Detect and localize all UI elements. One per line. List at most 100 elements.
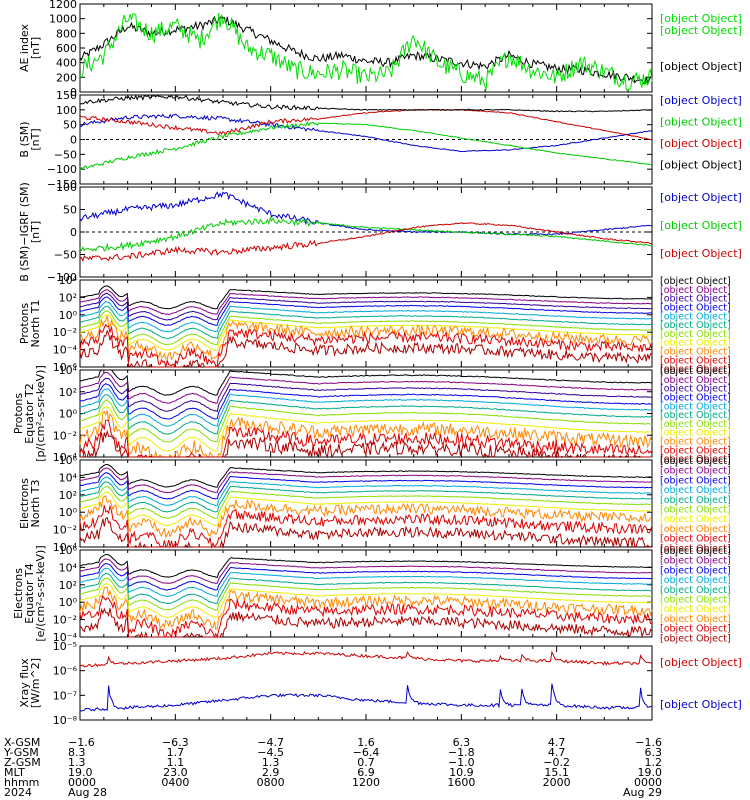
legend-label: [object Object] bbox=[660, 116, 742, 129]
y-tick-label: 50 bbox=[63, 119, 77, 132]
y-tick-label: 200 bbox=[56, 71, 77, 84]
legend-label: [object Object] bbox=[660, 595, 731, 606]
legend-label: [object Object] bbox=[660, 604, 731, 615]
series-line-bmag bbox=[79, 94, 653, 113]
legend-label: [object Object] bbox=[660, 419, 731, 430]
footer-value-z-gsm: 1.2 bbox=[645, 756, 663, 769]
series-line-e5 bbox=[79, 481, 653, 513]
y-axis-label: [nT] bbox=[29, 128, 42, 150]
y-tick-label: 10⁶ bbox=[59, 454, 78, 467]
series-line-kyoto-proxy-ae bbox=[79, 13, 653, 91]
legend-label: [object Object] bbox=[660, 534, 731, 545]
series-line-e9 bbox=[79, 595, 653, 639]
footer-value-x-gsm: −4.7 bbox=[257, 736, 284, 749]
footer-value-hhmm: 1600 bbox=[447, 776, 475, 789]
series-line-e10 bbox=[79, 516, 653, 549]
y-tick-label: 10⁻⁴ bbox=[53, 541, 78, 554]
series-line-p7 bbox=[80, 310, 653, 346]
series-line-bx bbox=[80, 113, 653, 153]
y-tick-label: 400 bbox=[56, 57, 77, 70]
series-line-themis-ae bbox=[79, 15, 653, 86]
series-line-p11 bbox=[79, 329, 653, 368]
y-tick-label: −100 bbox=[47, 271, 77, 284]
legend-label: [object Object] bbox=[660, 347, 731, 358]
legend-label: [object Object] bbox=[660, 375, 731, 386]
footer-value-date: Aug 28 bbox=[68, 786, 107, 799]
series-line-p4 bbox=[79, 296, 653, 327]
y-tick-label: 10⁻² bbox=[53, 429, 77, 442]
y-tick-label: 100 bbox=[56, 181, 77, 194]
footer-value-y-gsm: −1.8 bbox=[448, 746, 475, 759]
y-axis-label: Xray flux bbox=[18, 658, 31, 708]
footer-value-z-gsm: 1.3 bbox=[68, 756, 86, 769]
footer-row-label: 2024 bbox=[4, 786, 32, 799]
legend-label: [object Object] bbox=[660, 320, 731, 331]
series-line-e4 bbox=[80, 567, 653, 598]
series-line-p9 bbox=[79, 315, 653, 361]
y-tick-label: 10⁻⁴ bbox=[53, 451, 78, 464]
y-axis-label: [p/(cm²-s-sr-keV)] bbox=[34, 365, 47, 462]
footer-value-x-gsm: 1.6 bbox=[357, 736, 375, 749]
footer-value-hhmm: 0400 bbox=[161, 776, 189, 789]
legend-label: [object Object] bbox=[660, 219, 742, 232]
y-tick-label: 10⁻⁴ bbox=[53, 344, 78, 357]
y-tick-label: 0 bbox=[70, 226, 77, 239]
y-axis-label: AE index bbox=[18, 23, 31, 72]
footer-value-mlt: 19.0 bbox=[638, 766, 663, 779]
legend-label: [object Object] bbox=[660, 311, 731, 322]
y-tick-label: 10⁴ bbox=[59, 274, 78, 287]
series-line-e5 bbox=[79, 572, 653, 605]
y-axis-label: B (SM)−IGRF (SM) bbox=[18, 182, 31, 282]
legend-label: [object Object] bbox=[660, 575, 731, 586]
y-tick-label: 10⁻⁶ bbox=[53, 361, 78, 374]
footer-value-y-gsm: 8.3 bbox=[68, 746, 86, 759]
y-tick-label: 10⁴ bbox=[59, 471, 78, 484]
legend-label: [object Object] bbox=[660, 524, 731, 535]
legend-label: [object Object] bbox=[660, 633, 731, 644]
legend-label: [object Object] bbox=[660, 585, 731, 596]
y-tick-label: 10⁴ bbox=[59, 561, 78, 574]
series-line-e6 bbox=[79, 577, 653, 611]
y-tick-label: 10⁰ bbox=[59, 506, 78, 519]
y-tick-label: 600 bbox=[56, 42, 77, 55]
legend-label: [object Object] bbox=[660, 456, 731, 467]
legend-label: [object Object] bbox=[660, 191, 742, 204]
y-axis-label: North T3 bbox=[29, 480, 42, 528]
legend-label: [object Object] bbox=[660, 445, 731, 456]
y-tick-label: 10⁻⁵ bbox=[53, 640, 77, 653]
footer-value-x-gsm: 6.3 bbox=[453, 736, 471, 749]
legend-label: [object Object] bbox=[660, 475, 731, 486]
y-tick-label: 0 bbox=[70, 86, 77, 99]
legend-label: [object Object] bbox=[660, 137, 742, 150]
series-line-by bbox=[79, 216, 653, 252]
footer-value-z-gsm: −1.0 bbox=[448, 756, 475, 769]
y-axis-label: [e/(cm²-s-sr-keV)] bbox=[34, 545, 47, 641]
y-tick-label: 100 bbox=[56, 104, 77, 117]
y-axis-label: Protons bbox=[12, 393, 25, 434]
series-line-p1 bbox=[79, 369, 653, 396]
series-line-e4 bbox=[79, 476, 653, 507]
panel-frame-ae bbox=[79, 3, 653, 93]
footer-value-date: Aug 29 bbox=[623, 786, 662, 799]
y-tick-label: −50 bbox=[54, 148, 77, 161]
legend-label: [object Object] bbox=[660, 401, 731, 412]
y-tick-label: 800 bbox=[56, 27, 77, 40]
series-line-xray-1 bbox=[79, 683, 653, 712]
legend-label: [object Object] bbox=[660, 454, 731, 465]
footer-value-z-gsm: −0.2 bbox=[543, 756, 570, 769]
y-tick-label: 0 bbox=[70, 134, 77, 147]
footer-value-mlt: 15.1 bbox=[544, 766, 569, 779]
footer-row-label: MLT bbox=[4, 766, 25, 779]
y-tick-label: 10² bbox=[59, 386, 77, 399]
series-line-bx bbox=[79, 191, 652, 236]
footer-row-label: Y-GSM bbox=[3, 746, 39, 759]
series-line-p9 bbox=[79, 409, 653, 459]
series-line-p5 bbox=[79, 301, 653, 333]
legend-label: [object Object] bbox=[660, 543, 731, 554]
footer-value-mlt: 23.0 bbox=[163, 766, 188, 779]
legend-label: [object Object] bbox=[660, 698, 742, 711]
series-line-e6 bbox=[79, 485, 652, 519]
y-axis-label: Electrons bbox=[12, 568, 25, 619]
series-line-p5 bbox=[79, 388, 653, 427]
footer-value-mlt: 10.9 bbox=[449, 766, 474, 779]
